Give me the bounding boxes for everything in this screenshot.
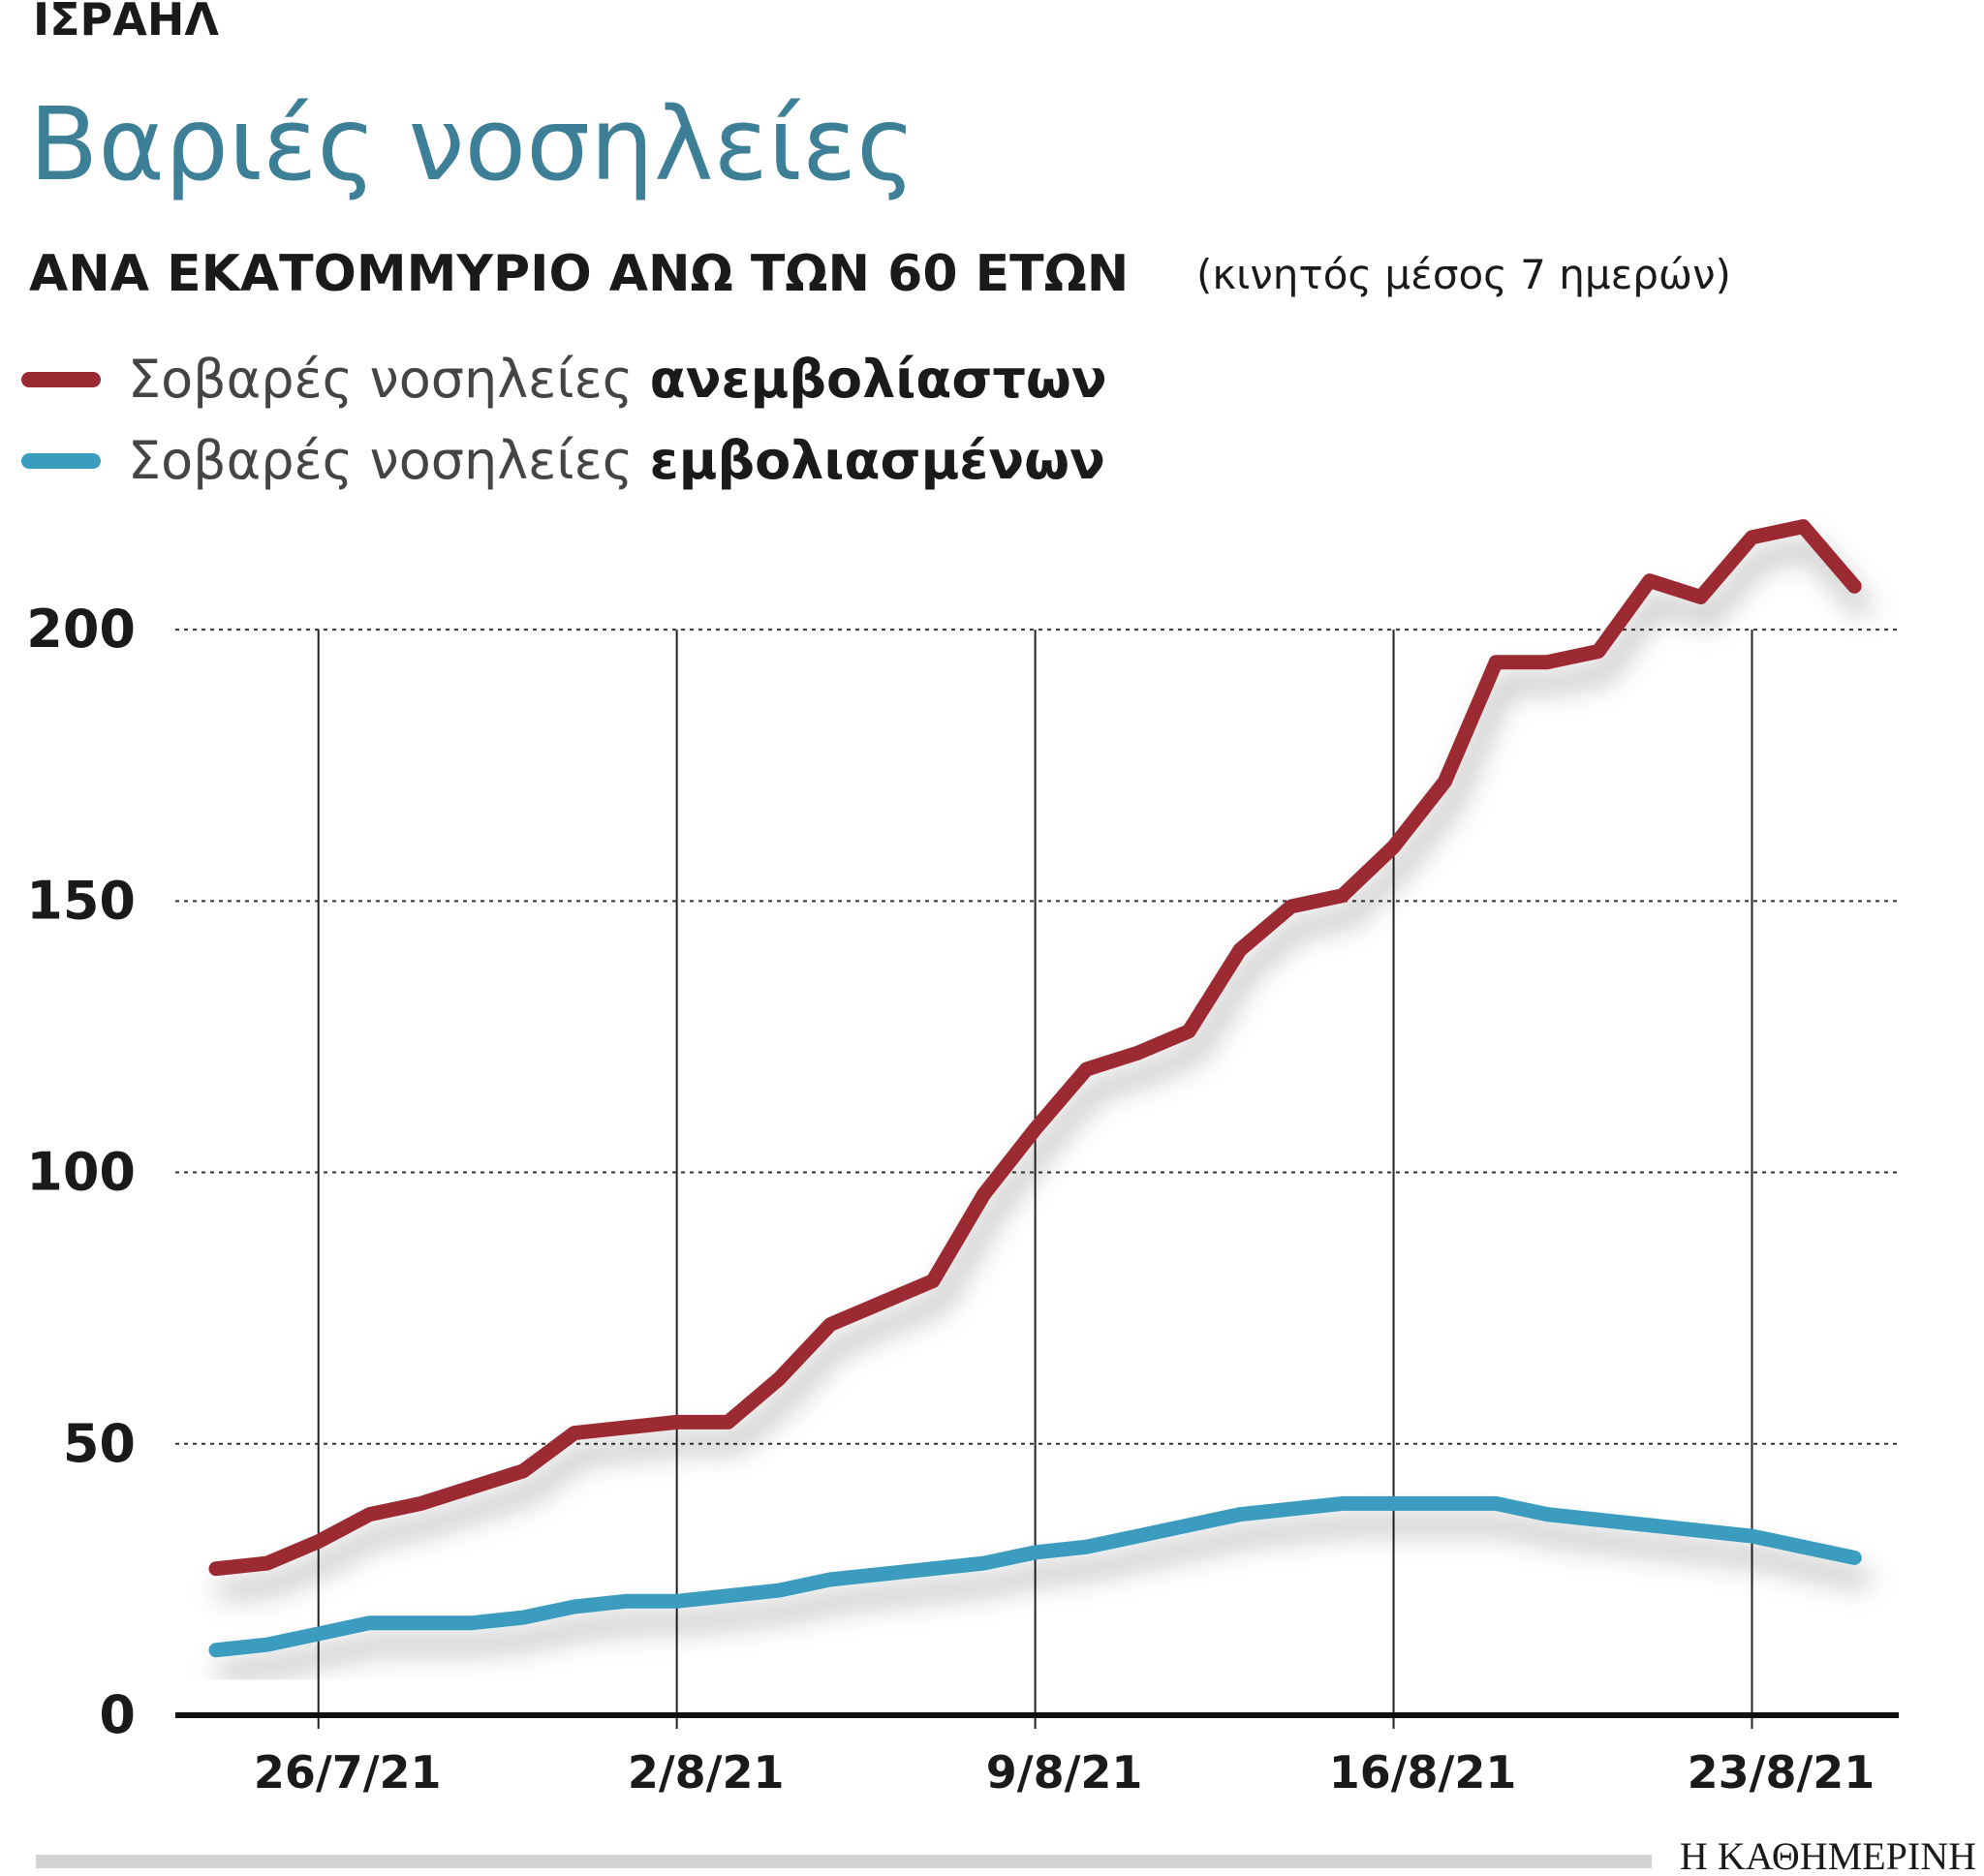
source: Η ΚΑΘΗΜΕΡΙΝΗ bbox=[1680, 1834, 1976, 1876]
legend-label: Σοβαρές νοσηλείες εμβολιασμένων bbox=[128, 430, 1105, 491]
x-tick-label: 16/8/21 bbox=[1329, 1746, 1517, 1799]
y-tick-label: 100 bbox=[26, 1142, 136, 1203]
kicker: ΙΣΡΑΗΛ bbox=[33, 0, 219, 46]
y-tick-label: 150 bbox=[26, 870, 136, 931]
legend-label: Σοβαρές νοσηλείες ανεμβολίαστων bbox=[128, 349, 1107, 410]
x-tick-label: 23/8/21 bbox=[1688, 1746, 1876, 1799]
legend-label-part: εμβολιασμένων bbox=[650, 430, 1105, 491]
x-tick-label: 26/7/21 bbox=[254, 1746, 442, 1799]
y-tick-label: 50 bbox=[63, 1413, 136, 1474]
legend-label-part: Σοβαρές νοσηλείες bbox=[128, 430, 650, 491]
footer-bar bbox=[36, 1855, 1652, 1868]
legend-label-part: ανεμβολίαστων bbox=[650, 349, 1107, 410]
legend-label-part: Σοβαρές νοσηλείες bbox=[128, 349, 650, 410]
series-line bbox=[208, 1495, 1862, 1658]
y-tick-label: 200 bbox=[26, 599, 136, 660]
x-tick-label: 2/8/21 bbox=[628, 1746, 785, 1799]
series-line bbox=[208, 519, 1862, 1577]
chart-title: Βαριές νοσηλείες bbox=[29, 85, 915, 203]
y-tick-label: 0 bbox=[99, 1684, 136, 1745]
subtitle-note: (κινητός μέσος 7 ημερών) bbox=[1196, 251, 1731, 298]
x-tick-label: 9/8/21 bbox=[986, 1746, 1143, 1799]
subtitle: ΑΝΑ ΕΚΑΤΟΜΜΥΡΙΟ ΑΝΩ ΤΩΝ 60 ΕΤΩΝ bbox=[29, 245, 1129, 303]
